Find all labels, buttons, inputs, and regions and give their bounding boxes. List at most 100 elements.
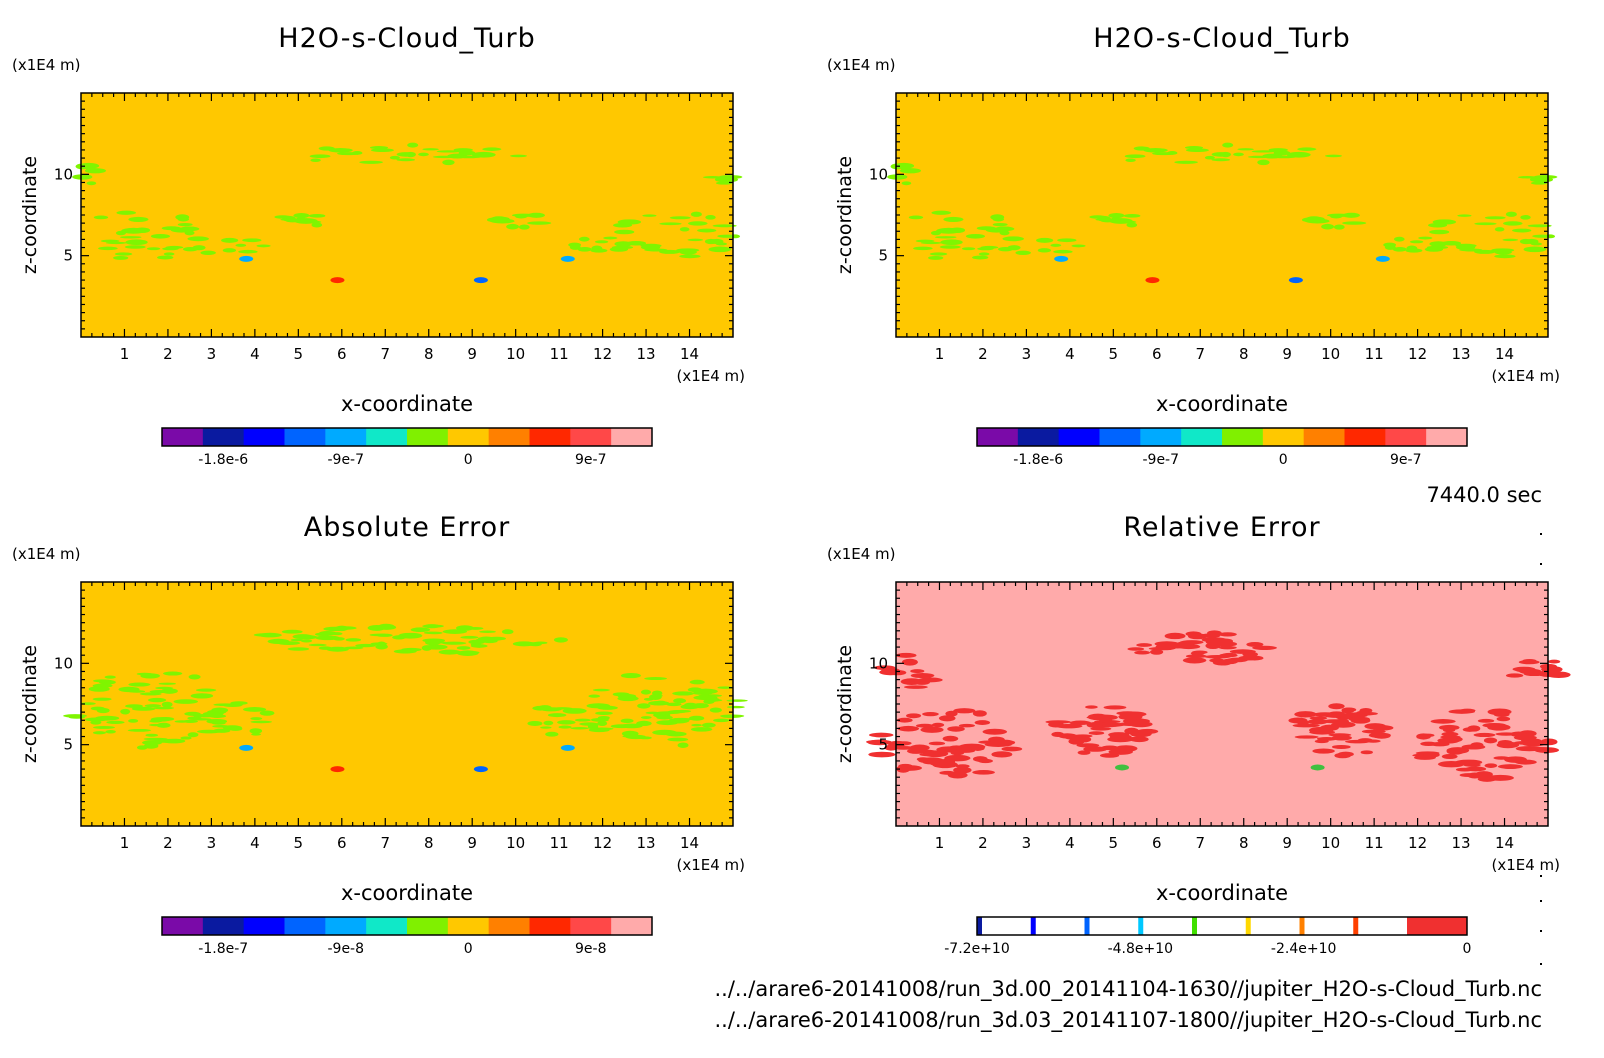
x-tick-label: 2	[978, 834, 988, 852]
colorbar-band	[611, 917, 653, 935]
feature-blob	[1101, 722, 1125, 727]
feature-blob	[1494, 249, 1512, 255]
feature-blob	[947, 726, 965, 732]
feature-blob	[730, 234, 741, 239]
feature-blob	[188, 674, 201, 680]
feature-blob	[1530, 242, 1543, 246]
feature-blob	[578, 236, 590, 242]
feature-blob	[1384, 244, 1396, 250]
x-tick-label: 6	[1152, 345, 1162, 363]
feature-blob	[287, 647, 310, 651]
colorbar-band	[325, 917, 367, 935]
chart-panel-2: H2O-s-Cloud_Turb(x1E4 m)1 2 3 4 5 6 7 8 9 10 11 12 1…	[827, 23, 1560, 468]
feature-blob	[527, 212, 545, 218]
feature-blob	[396, 158, 416, 162]
feature-blob	[659, 222, 682, 226]
feature-blob	[1218, 645, 1237, 650]
x-tick-label: 6	[1152, 834, 1162, 852]
feature-blob	[586, 703, 611, 709]
colorbar-band	[447, 917, 490, 935]
feature-blob	[965, 233, 985, 239]
x-ticks	[906, 582, 1538, 826]
feature-blob	[139, 692, 162, 696]
feature-blob	[1123, 214, 1141, 218]
feature-blob	[145, 733, 159, 737]
feature-blob	[1211, 158, 1231, 162]
feature-blob	[972, 770, 995, 775]
feature-blob	[128, 719, 139, 723]
x-tick-label: 1	[120, 834, 130, 852]
x-ticks	[91, 582, 723, 826]
feature-blob	[290, 638, 304, 642]
feature-blob	[1015, 250, 1031, 255]
feature-blob	[1393, 236, 1405, 242]
chart-title: H2O-s-Cloud_Turb	[1093, 23, 1350, 54]
feature-blob	[68, 715, 85, 719]
feature-blob	[974, 720, 991, 725]
feature-blob	[1296, 720, 1310, 725]
feature-blob	[920, 726, 944, 733]
y-axis-label: z-coordinate	[834, 645, 856, 763]
feature-blob	[190, 693, 214, 699]
x-tick-label: 11	[1365, 834, 1384, 852]
feature-blob	[913, 680, 930, 685]
x-tick-label: 5	[294, 834, 304, 852]
colorbar-label: -4.8e+10	[1108, 941, 1173, 957]
feature-blob	[868, 751, 896, 758]
colorbar-band	[488, 428, 530, 446]
feature-blob	[1496, 716, 1511, 722]
colorbar: -1.8e-7 -9e-8 0 9e-8	[161, 916, 653, 957]
feature-blob	[1418, 236, 1433, 240]
feature-blob	[1328, 703, 1345, 710]
feature-blob	[195, 688, 217, 692]
colorbar: -1.8e-6 -9e-7 0 9e-7	[161, 427, 653, 468]
colorbar-band	[162, 428, 204, 446]
colorbar-band	[529, 428, 571, 446]
feature-blob	[972, 710, 987, 717]
feature-blob	[274, 215, 291, 219]
feature-blob	[105, 241, 127, 245]
feature-blob	[88, 686, 110, 692]
feature-blob	[116, 210, 137, 215]
feature-blob	[888, 669, 907, 676]
feature-blob	[714, 177, 739, 183]
feature-blob	[163, 671, 183, 676]
feature-blob	[515, 214, 528, 219]
feature-blob	[1069, 720, 1092, 726]
x-tick-label: 12	[1408, 834, 1427, 852]
feature-blob	[920, 241, 942, 245]
feature-blob	[1257, 159, 1270, 166]
feature-blob	[1294, 735, 1319, 739]
feature-blob	[323, 626, 346, 632]
x-tick-label: 4	[1065, 834, 1075, 852]
y-ticks	[896, 589, 1548, 819]
feature-blob	[704, 238, 718, 245]
feature-blob	[1512, 228, 1532, 233]
y-ticks	[81, 589, 733, 819]
feature-blob	[163, 252, 175, 256]
x-tick-label: 5	[1109, 834, 1119, 852]
feature-blob	[470, 642, 481, 647]
feature-blob	[1050, 243, 1062, 247]
feature-blob	[677, 742, 689, 748]
feature-blob	[1523, 246, 1547, 253]
feature-blob	[120, 236, 142, 239]
y-tick-label: 10	[54, 165, 73, 183]
feature-blob	[1474, 222, 1497, 226]
feature-blob	[90, 706, 105, 711]
x-tick-label: 14	[680, 345, 699, 363]
feature-blob	[479, 630, 496, 633]
feature-blob	[1036, 237, 1054, 243]
feature-blob	[1222, 142, 1234, 148]
feature-blob	[104, 675, 116, 679]
colorbar-band	[202, 428, 245, 446]
colorbar-band	[1426, 428, 1468, 446]
feature-blob	[253, 633, 276, 637]
colorbar-label: 0	[1279, 452, 1288, 468]
feature-blob	[562, 708, 587, 714]
feature-blob	[703, 698, 715, 704]
colorbar-band	[1303, 428, 1345, 446]
feature-blob	[156, 722, 171, 728]
feature-blob	[405, 151, 416, 158]
feature-blob	[425, 645, 440, 648]
